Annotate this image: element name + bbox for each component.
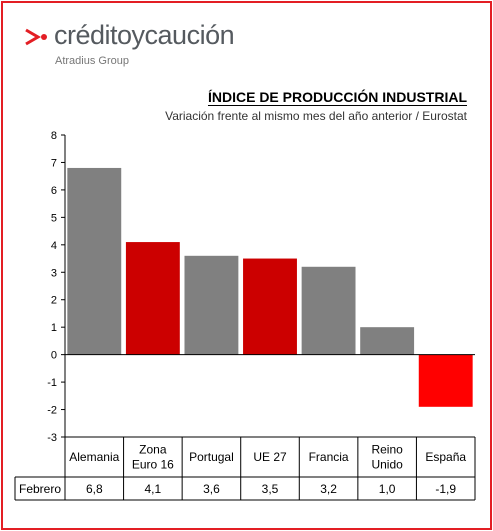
bar [125, 242, 180, 355]
category-label: España [425, 450, 466, 464]
y-tick-label: 1 [51, 322, 57, 334]
bar [301, 266, 356, 355]
y-tick-label: 4 [51, 240, 57, 252]
data-table-value: 3,2 [320, 482, 337, 496]
data-table-value: 3,5 [262, 482, 279, 496]
y-tick-label: 3 [51, 267, 57, 279]
y-tick-label: 2 [51, 295, 57, 307]
series-name: Febrero [19, 482, 61, 496]
bar [67, 167, 122, 355]
y-tick-label: -3 [47, 432, 57, 444]
data-table-value: 1,0 [379, 482, 396, 496]
data-table-value: -1,9 [435, 482, 456, 496]
bar [360, 327, 415, 355]
bar [243, 258, 297, 355]
category-label: Zona [139, 443, 167, 457]
y-tick-label: -1 [47, 377, 57, 389]
chart-title: ÍNDICE DE PRODUCCIÓN INDUSTRIAL [207, 89, 467, 105]
brand-name: créditoycaución [54, 20, 235, 50]
category-label: UE 27 [253, 450, 287, 464]
y-tick-label: 0 [51, 350, 57, 362]
category-label: Francia [309, 450, 349, 464]
bar [184, 255, 239, 355]
chart-subtitle: Variación frente al mismo mes del año an… [165, 109, 467, 123]
data-table-value: 4,1 [145, 482, 162, 496]
y-tick-label: -2 [47, 405, 57, 417]
data-table-value: 6,8 [86, 482, 103, 496]
brand-subtitle: Atradius Group [55, 55, 129, 67]
category-label: Unido [371, 458, 403, 472]
y-tick-label: 5 [51, 212, 57, 224]
category-label: Euro 16 [132, 458, 174, 472]
y-tick-label: 6 [51, 185, 57, 197]
y-tick-label: 8 [51, 130, 57, 142]
y-tick-label: 7 [51, 157, 57, 169]
category-label: Alemania [69, 450, 119, 464]
category-label: Reino [371, 443, 403, 457]
category-label: Portugal [189, 450, 234, 464]
bar [418, 354, 473, 407]
data-table-value: 3,6 [203, 482, 220, 496]
brand-arrow-icon [25, 28, 47, 46]
